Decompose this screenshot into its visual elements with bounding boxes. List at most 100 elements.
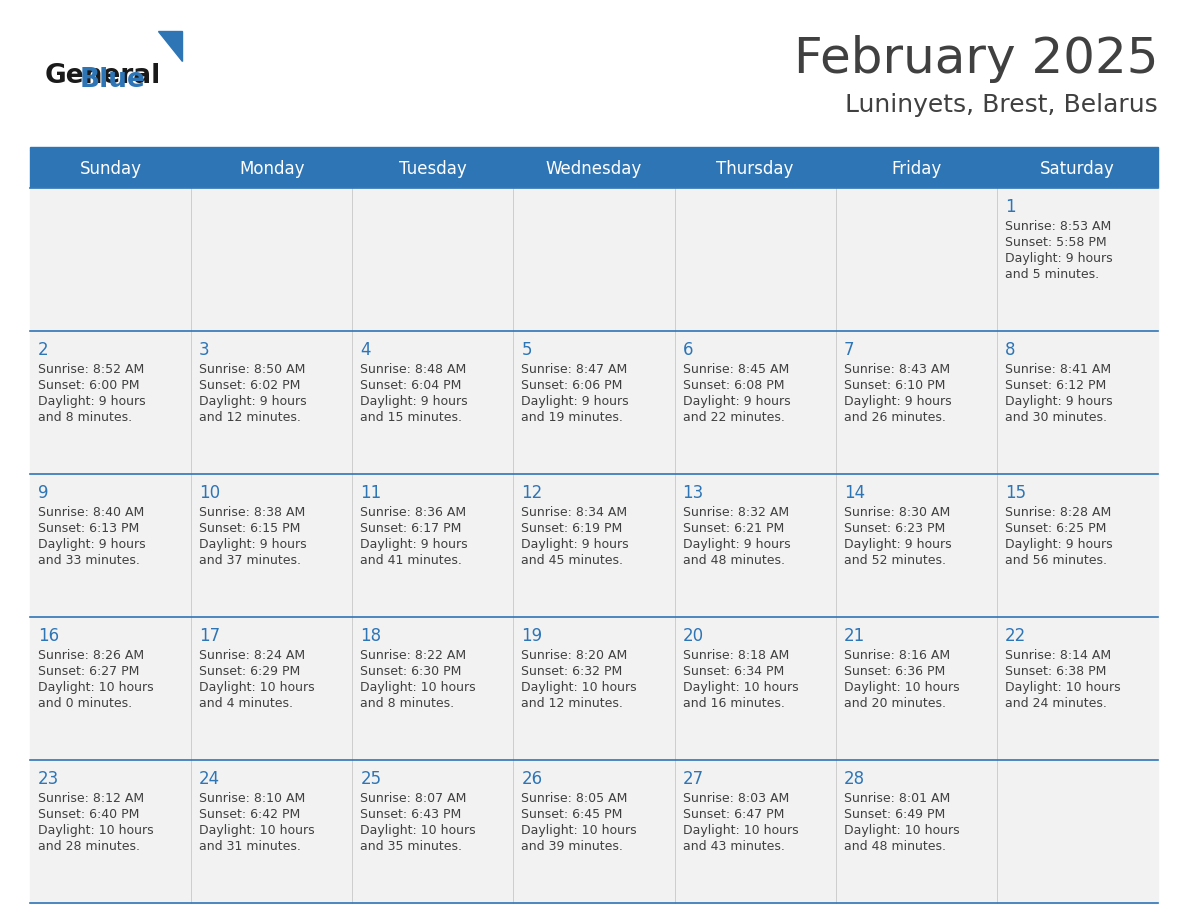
Text: Daylight: 9 hours: Daylight: 9 hours xyxy=(200,538,307,551)
Text: 4: 4 xyxy=(360,341,371,359)
Text: General: General xyxy=(45,63,162,89)
Text: Sunset: 6:06 PM: Sunset: 6:06 PM xyxy=(522,379,623,392)
Text: Daylight: 10 hours: Daylight: 10 hours xyxy=(360,824,476,837)
Text: Sunrise: 8:05 AM: Sunrise: 8:05 AM xyxy=(522,792,627,805)
Text: Sunrise: 8:53 AM: Sunrise: 8:53 AM xyxy=(1005,220,1111,233)
Text: Sunrise: 8:07 AM: Sunrise: 8:07 AM xyxy=(360,792,467,805)
Text: and 45 minutes.: and 45 minutes. xyxy=(522,554,624,567)
Text: Daylight: 10 hours: Daylight: 10 hours xyxy=(200,824,315,837)
Text: Sunset: 6:08 PM: Sunset: 6:08 PM xyxy=(683,379,784,392)
Text: Saturday: Saturday xyxy=(1040,160,1114,178)
Text: Daylight: 10 hours: Daylight: 10 hours xyxy=(360,681,476,694)
Text: Sunrise: 8:26 AM: Sunrise: 8:26 AM xyxy=(38,649,144,662)
Text: Sunset: 6:49 PM: Sunset: 6:49 PM xyxy=(843,808,944,821)
Text: Sunset: 6:23 PM: Sunset: 6:23 PM xyxy=(843,522,944,535)
Text: Daylight: 10 hours: Daylight: 10 hours xyxy=(843,681,960,694)
Text: 22: 22 xyxy=(1005,627,1026,645)
Text: Sunset: 6:00 PM: Sunset: 6:00 PM xyxy=(38,379,139,392)
Text: and 33 minutes.: and 33 minutes. xyxy=(38,554,140,567)
Text: Sunrise: 8:34 AM: Sunrise: 8:34 AM xyxy=(522,506,627,519)
Text: and 4 minutes.: and 4 minutes. xyxy=(200,697,293,710)
Text: and 48 minutes.: and 48 minutes. xyxy=(843,840,946,853)
Text: Sunset: 6:47 PM: Sunset: 6:47 PM xyxy=(683,808,784,821)
Text: Daylight: 10 hours: Daylight: 10 hours xyxy=(200,681,315,694)
Text: Sunrise: 8:36 AM: Sunrise: 8:36 AM xyxy=(360,506,467,519)
Text: 16: 16 xyxy=(38,627,59,645)
Text: Sunset: 6:30 PM: Sunset: 6:30 PM xyxy=(360,665,462,678)
Text: Sunrise: 8:14 AM: Sunrise: 8:14 AM xyxy=(1005,649,1111,662)
Text: and 12 minutes.: and 12 minutes. xyxy=(200,411,301,424)
Text: Sunset: 6:34 PM: Sunset: 6:34 PM xyxy=(683,665,784,678)
Text: Daylight: 9 hours: Daylight: 9 hours xyxy=(683,538,790,551)
Text: Sunrise: 8:48 AM: Sunrise: 8:48 AM xyxy=(360,363,467,376)
Text: Sunrise: 8:18 AM: Sunrise: 8:18 AM xyxy=(683,649,789,662)
Text: Friday: Friday xyxy=(891,160,941,178)
Text: Daylight: 9 hours: Daylight: 9 hours xyxy=(522,538,630,551)
Text: and 39 minutes.: and 39 minutes. xyxy=(522,840,624,853)
Text: Sunday: Sunday xyxy=(80,160,141,178)
Text: 5: 5 xyxy=(522,341,532,359)
Bar xyxy=(30,760,1158,903)
Text: and 52 minutes.: and 52 minutes. xyxy=(843,554,946,567)
Text: 26: 26 xyxy=(522,770,543,788)
Text: 11: 11 xyxy=(360,484,381,502)
Text: and 20 minutes.: and 20 minutes. xyxy=(843,697,946,710)
Text: and 41 minutes.: and 41 minutes. xyxy=(360,554,462,567)
Text: Sunrise: 8:24 AM: Sunrise: 8:24 AM xyxy=(200,649,305,662)
Bar xyxy=(30,147,1158,150)
Bar xyxy=(30,474,1158,617)
Text: 8: 8 xyxy=(1005,341,1016,359)
Polygon shape xyxy=(158,31,182,61)
Text: 28: 28 xyxy=(843,770,865,788)
Text: 24: 24 xyxy=(200,770,220,788)
Text: Sunset: 6:42 PM: Sunset: 6:42 PM xyxy=(200,808,301,821)
Text: Daylight: 10 hours: Daylight: 10 hours xyxy=(522,824,637,837)
Text: Sunset: 6:21 PM: Sunset: 6:21 PM xyxy=(683,522,784,535)
Text: 13: 13 xyxy=(683,484,703,502)
Text: 14: 14 xyxy=(843,484,865,502)
Text: Daylight: 9 hours: Daylight: 9 hours xyxy=(683,395,790,408)
Text: Daylight: 10 hours: Daylight: 10 hours xyxy=(683,824,798,837)
Text: 15: 15 xyxy=(1005,484,1026,502)
Text: Daylight: 9 hours: Daylight: 9 hours xyxy=(200,395,307,408)
Text: Sunrise: 8:40 AM: Sunrise: 8:40 AM xyxy=(38,506,144,519)
Text: Sunrise: 8:16 AM: Sunrise: 8:16 AM xyxy=(843,649,950,662)
Text: and 30 minutes.: and 30 minutes. xyxy=(1005,411,1107,424)
Text: Sunset: 6:15 PM: Sunset: 6:15 PM xyxy=(200,522,301,535)
Text: Sunset: 6:36 PM: Sunset: 6:36 PM xyxy=(843,665,944,678)
Text: Sunrise: 8:30 AM: Sunrise: 8:30 AM xyxy=(843,506,950,519)
Bar xyxy=(30,331,1158,474)
Text: 17: 17 xyxy=(200,627,220,645)
Text: Sunrise: 8:20 AM: Sunrise: 8:20 AM xyxy=(522,649,627,662)
Text: February 2025: February 2025 xyxy=(794,35,1158,83)
Text: and 8 minutes.: and 8 minutes. xyxy=(38,411,132,424)
Text: 20: 20 xyxy=(683,627,703,645)
Text: 21: 21 xyxy=(843,627,865,645)
Text: Sunset: 6:45 PM: Sunset: 6:45 PM xyxy=(522,808,623,821)
Text: Daylight: 9 hours: Daylight: 9 hours xyxy=(522,395,630,408)
Text: 9: 9 xyxy=(38,484,49,502)
Text: Sunrise: 8:01 AM: Sunrise: 8:01 AM xyxy=(843,792,950,805)
Text: and 48 minutes.: and 48 minutes. xyxy=(683,554,784,567)
Text: Monday: Monday xyxy=(239,160,304,178)
Text: 19: 19 xyxy=(522,627,543,645)
Text: Sunrise: 8:50 AM: Sunrise: 8:50 AM xyxy=(200,363,305,376)
Text: and 5 minutes.: and 5 minutes. xyxy=(1005,268,1099,281)
Text: Daylight: 10 hours: Daylight: 10 hours xyxy=(683,681,798,694)
Text: Wednesday: Wednesday xyxy=(545,160,643,178)
Text: and 0 minutes.: and 0 minutes. xyxy=(38,697,132,710)
Text: Daylight: 10 hours: Daylight: 10 hours xyxy=(1005,681,1120,694)
Text: and 8 minutes.: and 8 minutes. xyxy=(360,697,455,710)
Text: Sunrise: 8:12 AM: Sunrise: 8:12 AM xyxy=(38,792,144,805)
Text: Sunrise: 8:28 AM: Sunrise: 8:28 AM xyxy=(1005,506,1111,519)
Text: 18: 18 xyxy=(360,627,381,645)
Bar xyxy=(30,188,1158,331)
Text: 6: 6 xyxy=(683,341,693,359)
Text: and 26 minutes.: and 26 minutes. xyxy=(843,411,946,424)
Text: and 12 minutes.: and 12 minutes. xyxy=(522,697,624,710)
Text: and 24 minutes.: and 24 minutes. xyxy=(1005,697,1107,710)
Text: Sunrise: 8:43 AM: Sunrise: 8:43 AM xyxy=(843,363,950,376)
Text: Luninyets, Brest, Belarus: Luninyets, Brest, Belarus xyxy=(845,93,1158,117)
Text: and 28 minutes.: and 28 minutes. xyxy=(38,840,140,853)
Text: 12: 12 xyxy=(522,484,543,502)
